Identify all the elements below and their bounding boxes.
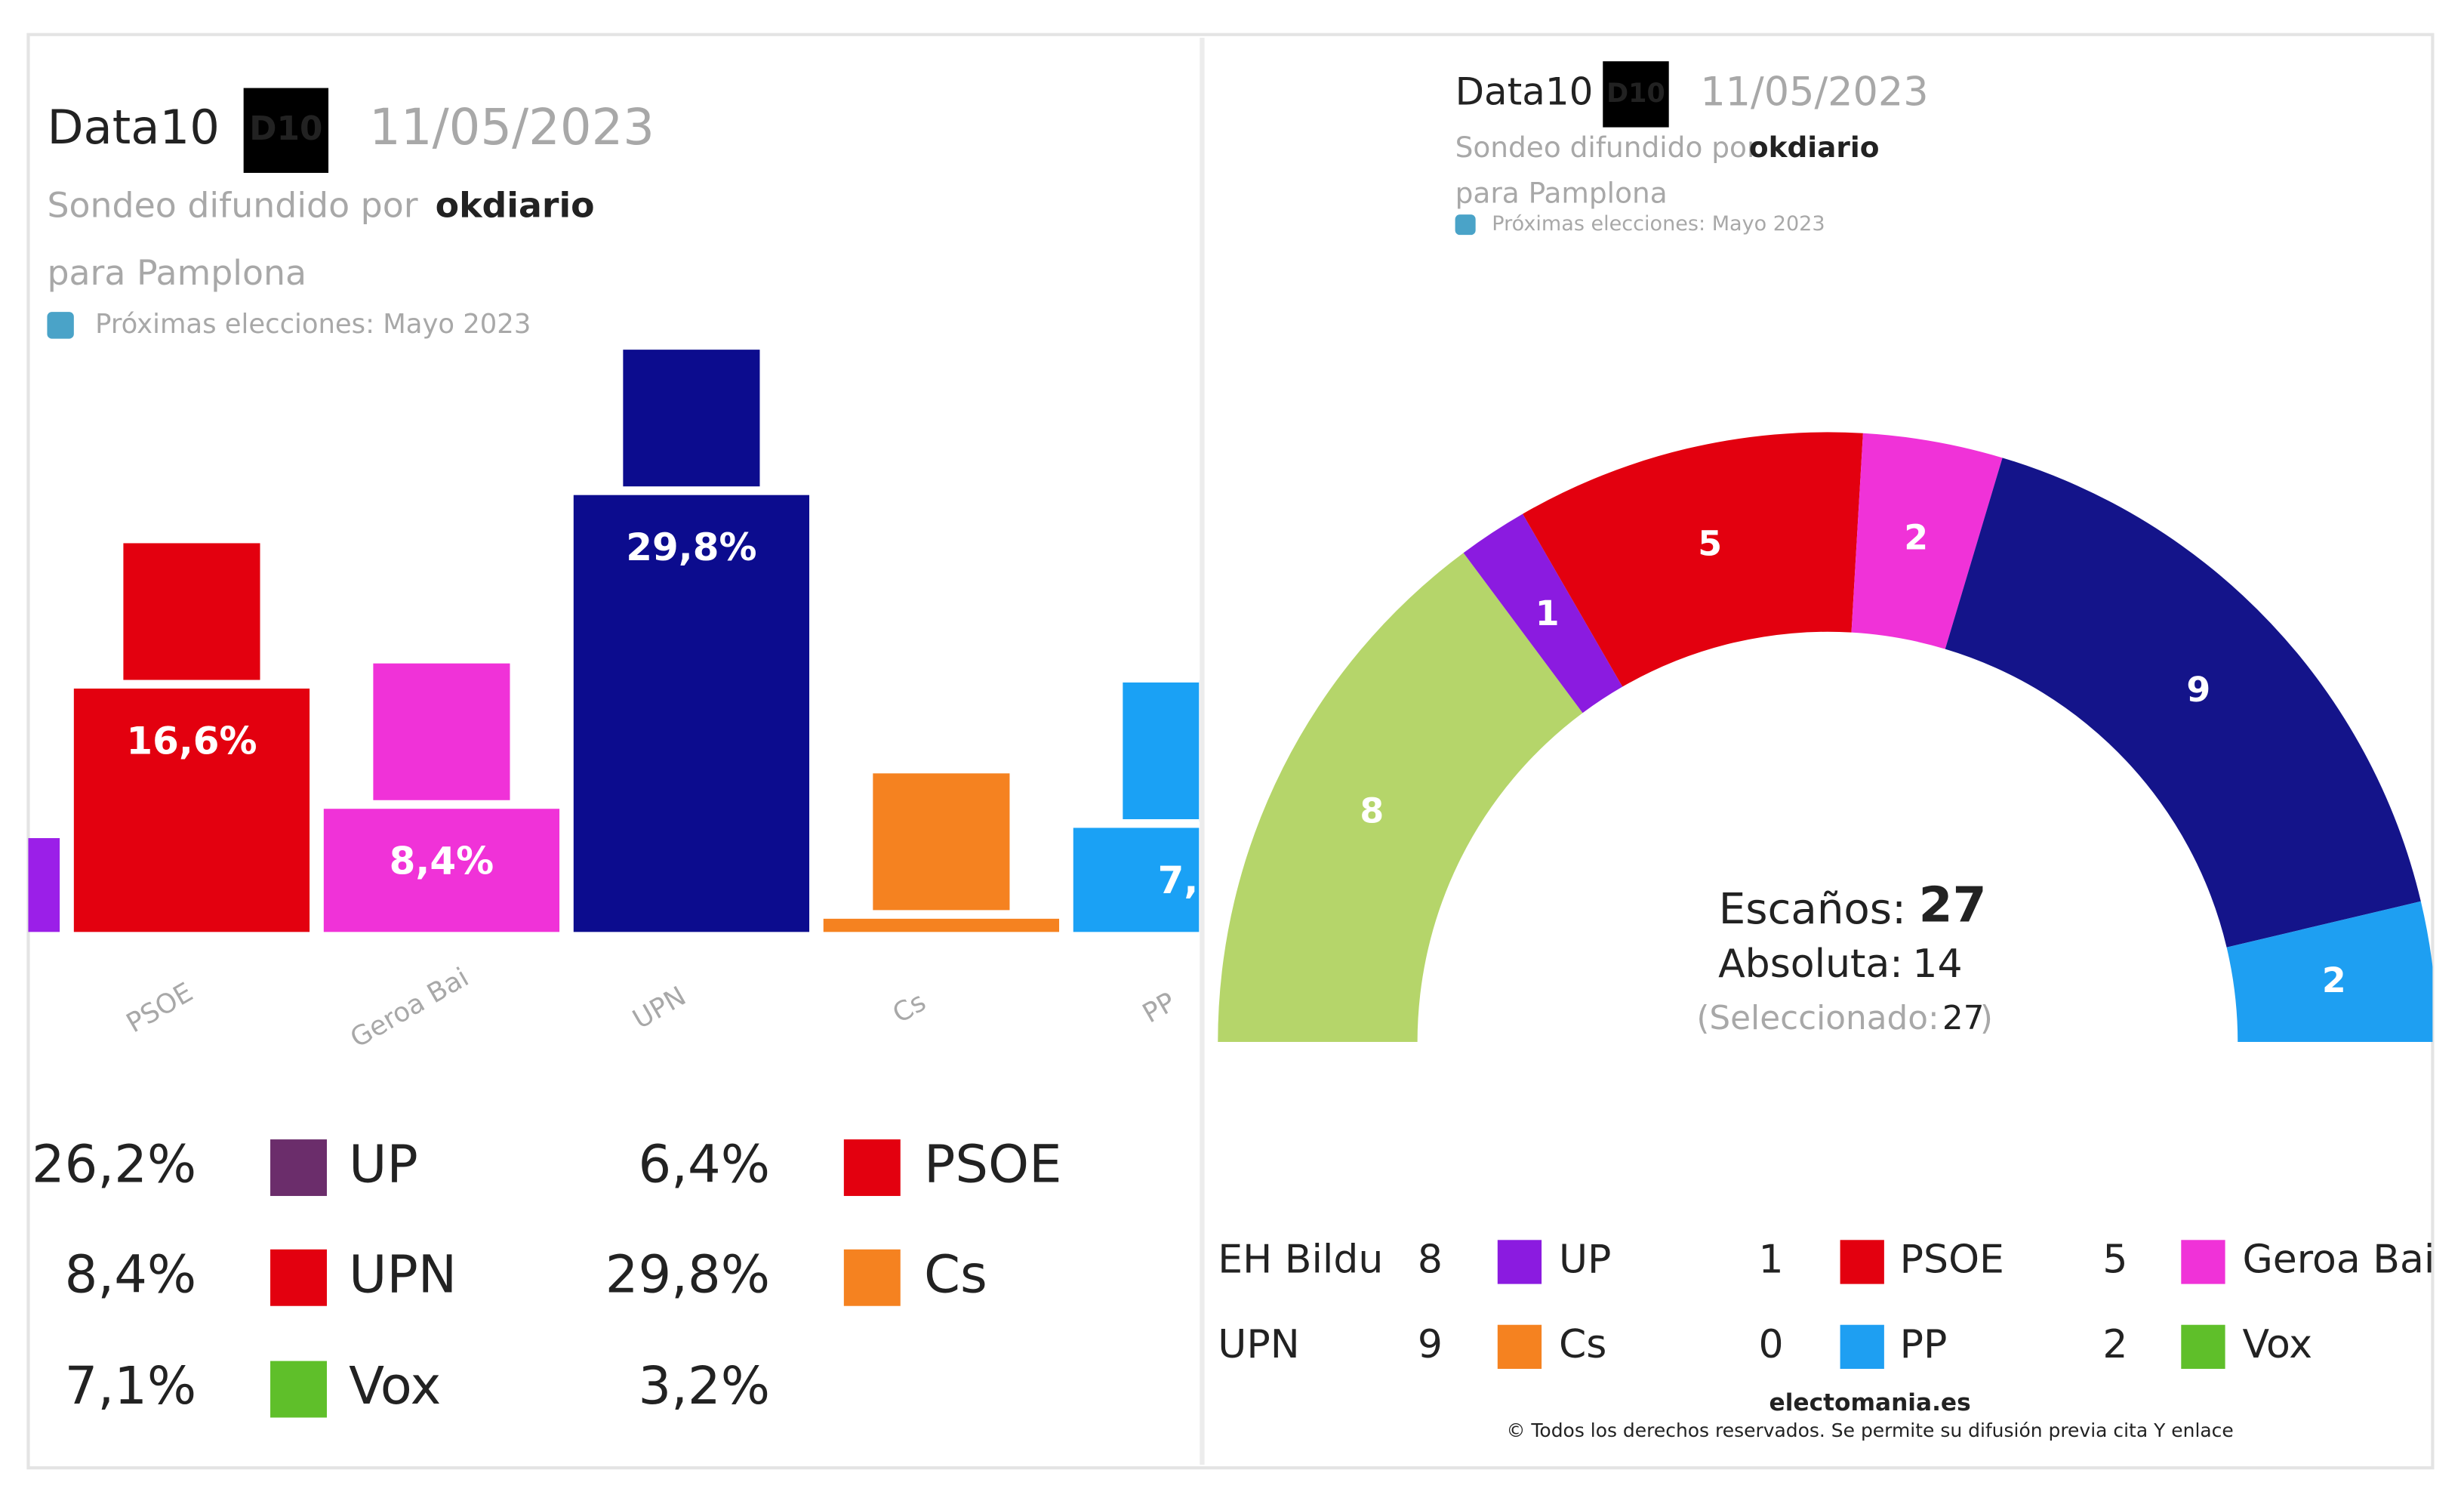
seats-total: 27 (1919, 877, 1987, 934)
legend-name: UP (1559, 1237, 1611, 1282)
source: okdiario (1749, 131, 1880, 164)
legend-value: 29,8% (605, 1244, 770, 1305)
seat-label: 2 (1904, 516, 1928, 557)
party-logo (618, 344, 765, 492)
legend-icon (270, 1249, 327, 1306)
seats-label: Escaños: (1719, 885, 1906, 934)
title: Data10 (47, 100, 220, 155)
source: okdiario (436, 184, 595, 225)
seat-segment (1851, 433, 2003, 649)
value-label: 8,4% (390, 840, 494, 883)
bar (823, 918, 1060, 932)
note-icon (47, 312, 74, 339)
bar (573, 495, 810, 932)
title: Data10 (1455, 69, 1594, 113)
value-label: 7,1 (1158, 858, 1224, 902)
legend-value: 0 (2458, 1322, 2464, 1367)
legend-name: Geroa Bai (2242, 1237, 2435, 1282)
party-logo (119, 538, 265, 685)
place: para Pamplona (47, 252, 306, 293)
bar (73, 688, 310, 932)
seat-segment (1218, 553, 1583, 1043)
party-logo (868, 769, 1015, 915)
selected-label: (Seleccionado: (1696, 999, 1939, 1037)
badge: D10 (1606, 79, 1665, 109)
legend-name: EH Bildu (1218, 1237, 1383, 1282)
legend-icon (270, 1139, 327, 1197)
legend-icon (2181, 1324, 2225, 1369)
legend-icon (1497, 1324, 1542, 1369)
badge: D10 (249, 109, 322, 148)
bar (28, 838, 60, 932)
legend-value: 6,4% (638, 1135, 770, 1195)
legend-icon (843, 1139, 901, 1197)
subtitle: Sondeo difundido por (47, 184, 417, 225)
value-label: 29,8% (626, 525, 756, 569)
legend-value: 1 (1759, 1237, 1784, 1282)
legend-icon (2181, 1240, 2225, 1284)
seat-label: 8 (1360, 790, 1384, 831)
majority-label: Absoluta: (1718, 942, 1903, 987)
badge-box (1603, 61, 1669, 128)
legend-value: 0 (1759, 1322, 1784, 1367)
legend-value: 7,1% (65, 1356, 197, 1416)
date: 11/05/2023 (1700, 69, 1928, 116)
legend-name: UP (349, 1135, 418, 1195)
seat-segment (1945, 458, 2421, 948)
legend-icon (843, 1249, 901, 1306)
site: electomania.es (1769, 1389, 1971, 1416)
seat-label: 2 (2322, 960, 2346, 1000)
selected-close: ) (1980, 999, 1993, 1037)
legend-name: PP (1900, 1322, 1948, 1367)
bar (323, 809, 560, 932)
legend-value: 9 (1418, 1322, 1443, 1367)
legend-name: Cs (1559, 1322, 1606, 1367)
badge-box (243, 88, 329, 173)
legend-name: UPN (1218, 1322, 1299, 1367)
bar (1073, 828, 1200, 932)
seat-segment (1463, 513, 1623, 713)
legend-value: 5 (2102, 1237, 2127, 1282)
party-logo (368, 658, 515, 806)
legend-name: UPN (349, 1244, 457, 1305)
legend-icon (1840, 1240, 1884, 1284)
legend-value: 26,2% (32, 1135, 196, 1195)
note-icon (1455, 214, 1476, 236)
place: para Pamplona (1455, 177, 1668, 210)
copyright: © Todos los derechos reservados. Se perm… (1507, 1419, 2234, 1441)
legend-name: PSOE (1900, 1237, 2004, 1282)
legend-icon (1497, 1240, 1542, 1284)
legend-name: Cs (924, 1244, 987, 1305)
subtitle: Sondeo difundido por (1455, 131, 1759, 164)
seat-label: 1 (1535, 593, 1560, 633)
party-logo (1118, 677, 1200, 824)
value-label: 16,6% (126, 719, 257, 763)
legend-name: Vox (349, 1356, 441, 1416)
note: Próximas elecciones: Mayo 2023 (1492, 212, 1825, 236)
majority: 14 (1912, 942, 1962, 987)
date: 11/05/2023 (369, 99, 654, 156)
seat-label: 9 (2186, 669, 2210, 710)
legend-value: 2 (2102, 1322, 2127, 1367)
legend-icon (1840, 1324, 1884, 1369)
legend-value: 8 (1418, 1237, 1443, 1282)
legend-name: Vox (2242, 1322, 2312, 1367)
seat-label: 5 (1698, 522, 1722, 563)
legend-value: 3,2% (638, 1356, 770, 1416)
legend-icon (270, 1361, 327, 1418)
legend-value: 2 (2458, 1237, 2464, 1282)
right-panel: Data10 D10 11/05/2023 Sondeo difundido poro… (1218, 61, 2464, 1441)
legend-name: PSOE (924, 1135, 1062, 1195)
seat-segment (2226, 901, 2433, 1043)
seat-segment (1523, 432, 1863, 687)
selected: 27 (1942, 999, 1985, 1037)
note: Próximas elecciones: Mayo 2023 (95, 309, 531, 340)
legend-value: 8,4% (65, 1244, 197, 1305)
